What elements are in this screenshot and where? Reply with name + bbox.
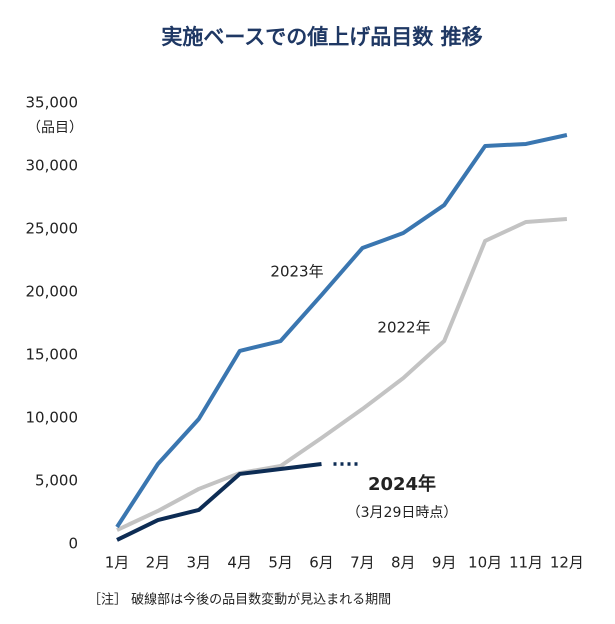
series-line <box>115 133 568 529</box>
x-tick-label: 6月 <box>309 554 334 572</box>
y-tick-label: 5,000 <box>35 472 78 490</box>
x-tick-label: 9月 <box>432 554 457 572</box>
series-label: 2022年 <box>377 319 430 337</box>
y-tick-label: 25,000 <box>26 220 79 238</box>
x-tick-label: 12月 <box>550 554 584 572</box>
x-tick-label: 7月 <box>350 554 375 572</box>
footnote: ［注］ 破線部は今後の品目数変動が見込まれる期間 <box>88 592 391 608</box>
x-tick-label: 4月 <box>227 554 252 572</box>
x-tick-label: 1月 <box>105 554 130 572</box>
x-tick-label: 3月 <box>187 554 212 572</box>
x-tick-label: 10月 <box>468 554 502 572</box>
series-label: 2023年 <box>270 263 323 281</box>
y-tick-label: 0 <box>68 535 78 553</box>
x-tick-label: 5月 <box>268 554 293 572</box>
series-line <box>116 217 568 532</box>
y-tick-label: 35,000 <box>26 94 79 112</box>
y-tick-label: 20,000 <box>26 283 79 301</box>
x-tick-label: 2月 <box>146 554 171 572</box>
y-axis-label: （品目） <box>27 120 83 136</box>
chart-title: 実施ベースでの値上げ品目数 推移 <box>161 25 482 49</box>
y-tick-label: 30,000 <box>26 157 79 175</box>
x-tick-label: 8月 <box>391 554 416 572</box>
y-tick-label: 10,000 <box>26 409 79 427</box>
series-line <box>116 462 322 542</box>
x-tick-label: 11月 <box>509 554 543 572</box>
y-tick-label: 15,000 <box>26 346 79 364</box>
series-label: 2024年 <box>368 473 436 495</box>
annotation: （3月29日時点） <box>347 505 458 521</box>
